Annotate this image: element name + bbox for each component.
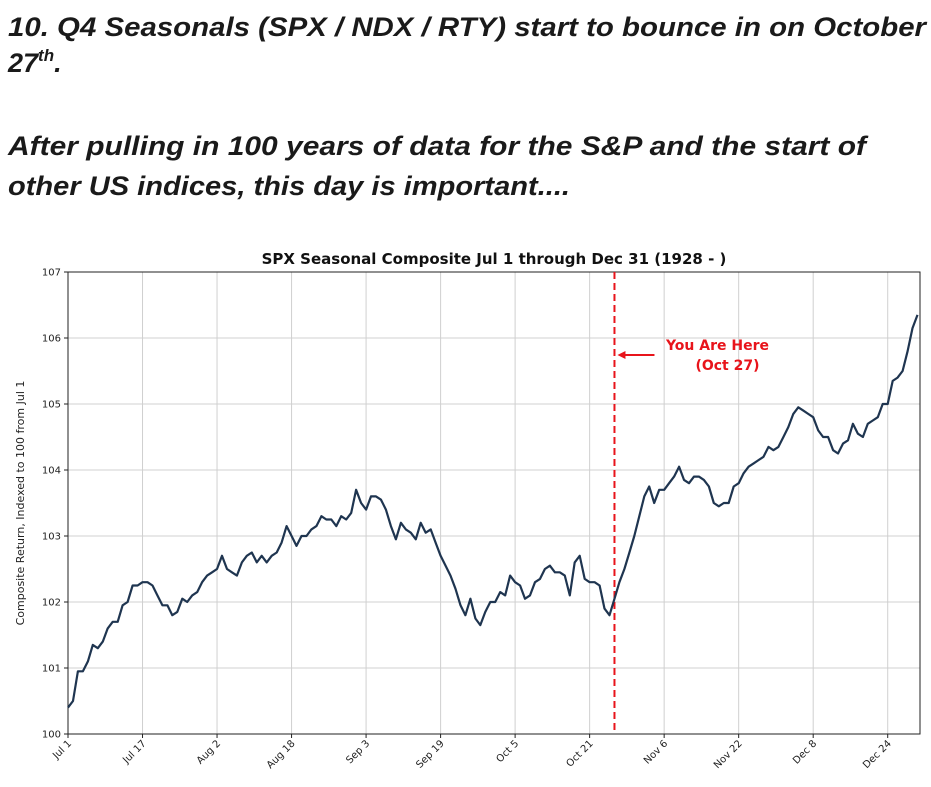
x-tick-label: Sep 19 [414, 738, 446, 770]
x-tick-label: Nov 6 [642, 738, 670, 766]
y-tick-label: 100 [42, 730, 61, 741]
x-tick-label: Jul 1 [50, 738, 74, 762]
y-axis-label: Composite Return, Indexed to 100 from Ju… [14, 381, 27, 626]
heading-text: 27 [7, 48, 40, 78]
x-tick-label: Oct 21 [564, 738, 595, 769]
x-tick-label: Dec 8 [791, 738, 819, 766]
y-tick-label: 105 [42, 400, 61, 411]
x-tick-label: Aug 18 [265, 738, 298, 771]
heading-sup: th [38, 46, 54, 65]
y-tick-label: 104 [42, 466, 61, 477]
x-tick-label: Oct 5 [494, 738, 521, 765]
x-tick-label: Jul 17 [120, 738, 148, 766]
annotation: (Oct 27) [695, 358, 759, 374]
x-tick-label: Sep 3 [344, 738, 372, 766]
y-tick-label: 102 [42, 598, 61, 609]
heading-line: 10. Q4 Seasonals (SPX / NDX / RTY) start… [8, 12, 928, 42]
x-tick-label: Aug 2 [195, 738, 223, 766]
x-tick-label: Nov 22 [712, 738, 745, 771]
annotation-arrowhead [617, 351, 626, 359]
chart-title: SPX Seasonal Composite Jul 1 through Dec… [262, 250, 727, 268]
y-tick-label: 101 [42, 664, 61, 675]
plot-frame [67, 271, 921, 735]
y-tick-label: 103 [42, 532, 61, 543]
heading-line: 27th. [7, 46, 62, 78]
annotation: You Are Here [665, 338, 769, 354]
heading-line: After pulling in 100 years of data for t… [7, 131, 869, 161]
y-tick-label: 106 [42, 334, 61, 345]
heading-line: other US indices, this day is important.… [8, 171, 570, 201]
x-tick-label: Dec 24 [861, 738, 894, 771]
y-tick-label: 107 [42, 268, 61, 279]
heading-text: . [54, 48, 62, 78]
data-line [67, 314, 919, 709]
